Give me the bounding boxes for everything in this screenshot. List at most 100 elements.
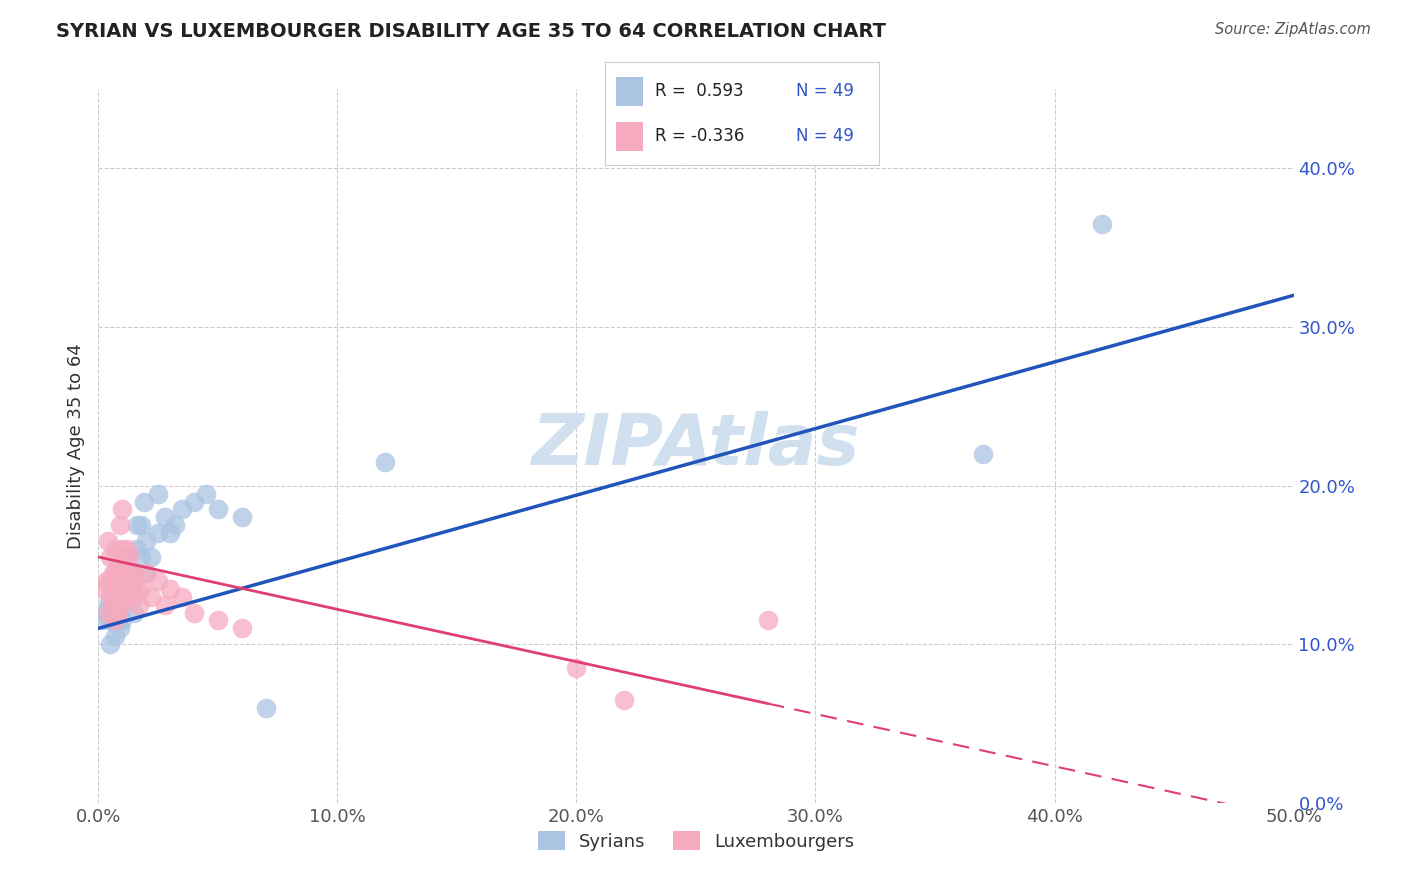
Point <box>107 590 129 604</box>
Point <box>756 614 779 628</box>
Point <box>121 574 143 588</box>
Point <box>104 629 127 643</box>
Point <box>101 598 124 612</box>
Point <box>97 606 120 620</box>
Point <box>104 598 127 612</box>
Point <box>155 510 177 524</box>
Point <box>111 574 134 588</box>
Point <box>125 518 148 533</box>
Point <box>135 566 157 580</box>
Point <box>183 494 205 508</box>
Point <box>94 574 117 588</box>
Point <box>111 582 134 596</box>
Point <box>104 614 127 628</box>
Point <box>108 621 131 635</box>
Point <box>139 590 162 604</box>
Point <box>107 582 129 596</box>
Point <box>172 502 194 516</box>
Point <box>972 447 994 461</box>
Point <box>107 614 129 628</box>
Point <box>114 558 136 572</box>
Point <box>98 549 122 564</box>
Y-axis label: Disability Age 35 to 64: Disability Age 35 to 64 <box>66 343 84 549</box>
Point <box>98 637 122 651</box>
Point <box>148 574 170 588</box>
Point <box>115 549 138 564</box>
Point <box>125 582 148 596</box>
Point <box>107 598 129 612</box>
Point <box>183 606 205 620</box>
Text: SYRIAN VS LUXEMBOURGER DISABILITY AGE 35 TO 64 CORRELATION CHART: SYRIAN VS LUXEMBOURGER DISABILITY AGE 35… <box>56 22 886 41</box>
Point <box>124 606 146 620</box>
Point <box>128 598 150 612</box>
Point <box>135 534 157 549</box>
Point <box>101 582 124 596</box>
Point <box>104 542 127 557</box>
Point <box>91 614 114 628</box>
Point <box>104 566 127 580</box>
Text: N = 49: N = 49 <box>796 128 855 145</box>
Point <box>101 566 124 580</box>
Point <box>114 582 136 596</box>
Point <box>91 582 114 596</box>
Point <box>159 526 181 541</box>
Point <box>124 566 146 580</box>
Point <box>108 590 131 604</box>
Point <box>108 606 131 620</box>
Point <box>104 590 127 604</box>
Point <box>107 606 129 620</box>
Point <box>565 661 588 675</box>
Point <box>1091 217 1114 231</box>
Text: N = 49: N = 49 <box>796 82 855 100</box>
Point <box>195 486 218 500</box>
Point <box>98 598 122 612</box>
Point <box>111 598 134 612</box>
Point <box>101 606 124 620</box>
Point <box>94 606 117 620</box>
Point <box>231 510 253 524</box>
Point <box>613 692 636 706</box>
Point <box>115 590 138 604</box>
Point <box>148 526 170 541</box>
Point <box>98 614 122 628</box>
Point <box>207 502 229 516</box>
Point <box>125 542 148 557</box>
Point <box>104 614 127 628</box>
Point <box>107 558 129 572</box>
Point <box>118 549 141 564</box>
Point <box>155 598 177 612</box>
Point <box>108 590 131 604</box>
Text: ZIPAtlas: ZIPAtlas <box>531 411 860 481</box>
Point <box>111 598 134 612</box>
Point <box>163 518 186 533</box>
Point <box>207 614 229 628</box>
Point <box>108 518 131 533</box>
Point <box>374 455 396 469</box>
Point <box>148 486 170 500</box>
Point <box>111 614 134 628</box>
Point <box>135 566 157 580</box>
Point <box>101 590 124 604</box>
Point <box>118 566 141 580</box>
Point <box>108 566 131 580</box>
Point <box>118 582 141 596</box>
Point <box>115 542 138 557</box>
Point <box>98 590 122 604</box>
Point <box>111 542 134 557</box>
Point <box>115 574 138 588</box>
Point <box>97 598 120 612</box>
Point <box>98 574 122 588</box>
Point <box>131 582 153 596</box>
Legend: Syrians, Luxembourgers: Syrians, Luxembourgers <box>530 824 862 858</box>
Point <box>124 590 146 604</box>
Point <box>131 518 153 533</box>
Bar <box>616 122 643 151</box>
Point <box>159 582 181 596</box>
Bar <box>616 77 643 105</box>
Point <box>231 621 253 635</box>
Text: R = -0.336: R = -0.336 <box>655 128 745 145</box>
Point <box>115 590 138 604</box>
Point <box>139 549 162 564</box>
Point <box>121 582 143 596</box>
Point <box>131 549 153 564</box>
